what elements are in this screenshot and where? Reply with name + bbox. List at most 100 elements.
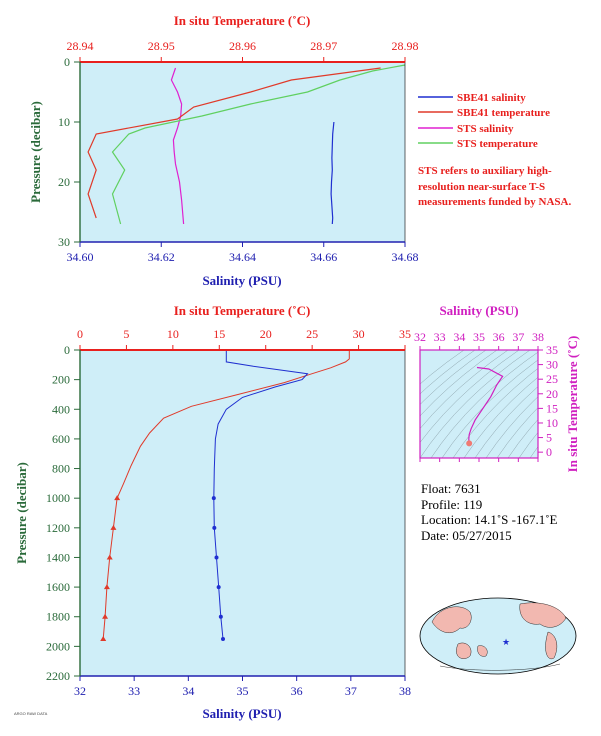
top-series-sts-temperature [111, 64, 406, 225]
top-title-temperature: In situ Temperature (˚C) [174, 13, 311, 28]
temperature-marker [110, 524, 117, 530]
salinity-marker [218, 614, 223, 619]
inset-sal-tick-label: 37 [512, 330, 524, 344]
legend-sbe-salinity: SBE41 salinity [457, 92, 526, 104]
top-series-sts-salinity [170, 67, 185, 225]
temperature-marker [103, 584, 110, 590]
bottom-pressure-tick-label: 2200 [46, 669, 70, 683]
legend-sts-temperature: STS temperature [457, 138, 538, 150]
inset-sal-tick-label: 36 [493, 330, 505, 344]
bottom-pressure-tick-label: 400 [52, 402, 70, 416]
bottom-sal-tick-label: 33 [128, 684, 140, 698]
inset-temp-tick-label: 35 [546, 343, 558, 357]
inset-temp-tick-label: 5 [546, 431, 552, 445]
top-xlabel-salinity: Salinity (PSU) [202, 273, 281, 288]
top-pressure-tick-label: 30 [58, 235, 70, 249]
legend: SBE41 salinity SBE41 temperature STS sal… [418, 92, 550, 150]
inset-ts-curve [468, 366, 504, 444]
bottom-temp-tick-label: 20 [260, 327, 272, 341]
bottom-title-temperature: In situ Temperature (˚C) [174, 303, 311, 318]
legend-sts-salinity: STS salinity [457, 123, 514, 135]
top-plot-area [80, 62, 405, 242]
date: Date: 05/27/2015 [421, 527, 512, 543]
bottom-sal-tick-label: 36 [291, 684, 303, 698]
world-map: ★ [419, 597, 577, 675]
top-sal-tick-label: 34.66 [310, 250, 337, 264]
salinity-marker [214, 555, 219, 560]
bottom-temp-tick-label: 15 [213, 327, 225, 341]
bottom-sal-tick-label: 38 [399, 684, 411, 698]
top-temp-tick-label: 28.96 [229, 39, 256, 53]
inset-temp-tick-label: 15 [546, 401, 558, 415]
bottom-pressure-tick-label: 1200 [46, 521, 70, 535]
top-series-sbe41-temperature [87, 67, 381, 219]
inset-temp-tick-label: 25 [546, 372, 558, 386]
top-ylabel-pressure: Pressure (decibar) [28, 101, 43, 203]
bottom-temp-tick-label: 35 [399, 327, 411, 341]
bottom-sal-tick-label: 34 [182, 684, 194, 698]
inset-sal-tick-label: 33 [434, 330, 446, 344]
top-sal-tick-label: 34.68 [392, 250, 419, 264]
top-temp-tick-label: 28.97 [310, 39, 337, 53]
bottom-pressure-tick-label: 200 [52, 373, 70, 387]
bottom-temp-tick-label: 10 [167, 327, 179, 341]
float-location-marker-icon: ★ [502, 637, 510, 647]
bottom-pressure-tick-label: 1800 [46, 610, 70, 624]
inset-sal-tick-label: 38 [532, 330, 544, 344]
top-temp-tick-label: 28.94 [67, 39, 94, 53]
top-sal-tick-label: 34.60 [67, 250, 94, 264]
salinity-marker [216, 585, 221, 590]
inset-title-salinity: Salinity (PSU) [439, 303, 518, 318]
bottom-sal-tick-label: 32 [74, 684, 86, 698]
bottom-temp-tick-label: 30 [353, 327, 365, 341]
legend-sbe-temperature: SBE41 temperature [457, 107, 550, 119]
bottom-pressure-tick-label: 0 [64, 343, 70, 357]
top-pressure-tick-label: 10 [58, 115, 70, 129]
top-temp-tick-label: 28.95 [148, 39, 175, 53]
bottom-pressure-tick-label: 1000 [46, 491, 70, 505]
temperature-marker [100, 635, 107, 641]
stamp: ARGO RAW DATA [14, 711, 48, 716]
inset-plot-area [420, 350, 538, 458]
inset-ylabel-temperature: In situ Temperature (˚C) [565, 336, 580, 473]
location: Location: 14.1˚S -167.1˚E [421, 512, 558, 527]
inset-sal-tick-label: 35 [473, 330, 485, 344]
bottom-sal-tick-label: 37 [345, 684, 357, 698]
top-series-sbe41-salinity [330, 121, 335, 225]
inset-deep-cluster [466, 440, 473, 447]
bottom-temp-tick-label: 5 [123, 327, 129, 341]
salinity-marker [212, 525, 217, 530]
bottom-series-salinity [213, 350, 309, 640]
bottom-pressure-tick-label: 1600 [46, 580, 70, 594]
top-sal-tick-label: 34.62 [148, 250, 175, 264]
bottom-pressure-tick-label: 600 [52, 432, 70, 446]
salinity-marker [211, 496, 216, 501]
inset-temp-tick-label: 20 [546, 387, 558, 401]
bottom-xlabel-salinity: Salinity (PSU) [202, 706, 281, 721]
bottom-pressure-tick-label: 1400 [46, 550, 70, 564]
top-pressure-tick-label: 0 [64, 55, 70, 69]
inset-temp-tick-label: 0 [546, 445, 552, 459]
inset-sal-tick-label: 34 [453, 330, 465, 344]
top-temp-tick-label: 28.98 [392, 39, 419, 53]
profile-number: Profile: 119 [421, 496, 483, 512]
inset-temp-tick-label: 10 [546, 416, 558, 430]
temperature-marker [106, 554, 113, 560]
top-chart: 28.94 28.95 28.96 28.97 28.98 34.60 34.62 34.64… [28, 13, 550, 288]
float-id: Float: 7631 [421, 481, 481, 496]
bottom-pressure-tick-label: 2000 [46, 639, 70, 653]
bottom-chart: 0 5 10 15 20 25 30 35 32 33 34 35 36 37 38 0 200 400 600 80… [14, 303, 411, 721]
inset-temp-tick-label: 30 [546, 358, 558, 372]
bottom-ylabel-pressure: Pressure (decibar) [14, 462, 29, 564]
bottom-plot-area [80, 350, 405, 676]
top-pressure-tick-label: 20 [58, 175, 70, 189]
temperature-marker [102, 613, 109, 619]
sts-note: STS refers to auxiliary high-resolution … [418, 165, 572, 208]
inset-sal-tick-label: 32 [414, 330, 426, 344]
bottom-temp-tick-label: 0 [77, 327, 83, 341]
float-info: Float: 7631 Profile: 119 Location: 14.1˚… [421, 481, 557, 543]
bottom-temp-tick-label: 25 [306, 327, 318, 341]
bottom-pressure-tick-label: 800 [52, 462, 70, 476]
